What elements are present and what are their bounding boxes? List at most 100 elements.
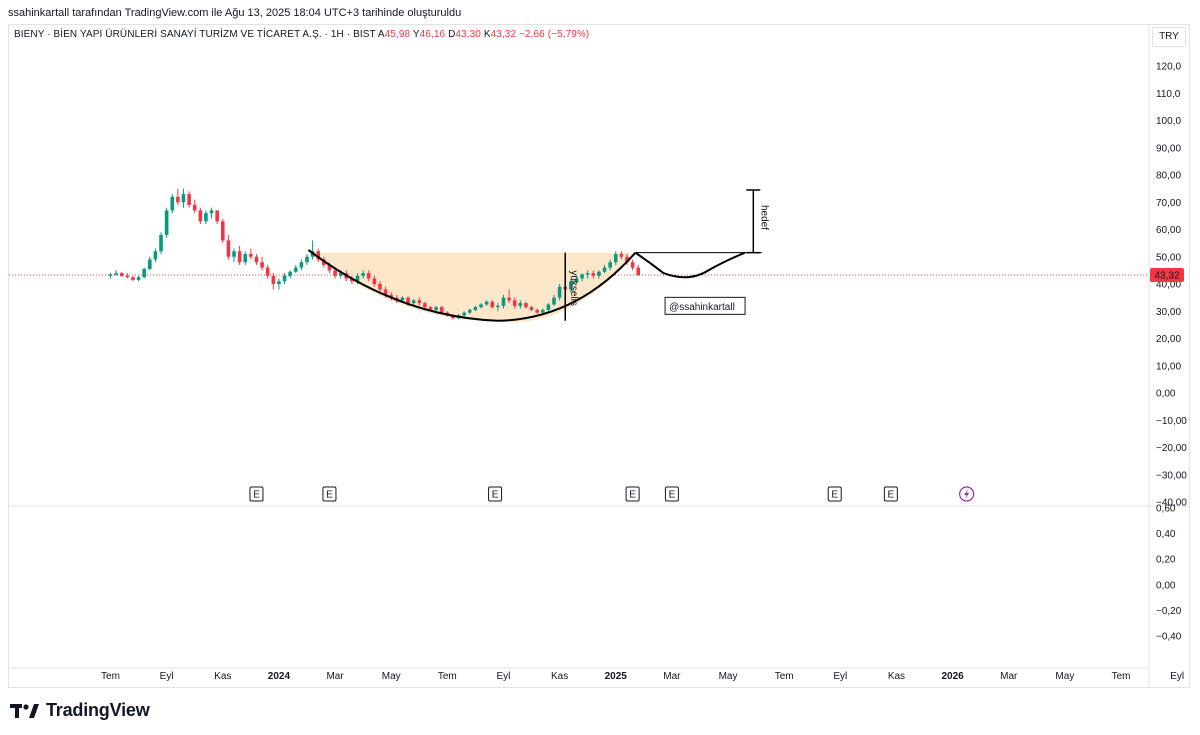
candle-body	[529, 307, 534, 310]
price-tick-label: 30,00	[1156, 307, 1181, 318]
candle-body	[147, 259, 152, 270]
time-tick-label: Mar	[663, 671, 681, 682]
chart-caption: ssahinkartall tarafından TradingView.com…	[8, 7, 462, 19]
candle-body	[282, 275, 287, 282]
price-tick-label: −10,00	[1156, 416, 1187, 427]
time-tick-label: Tem	[1112, 671, 1131, 682]
currency-button[interactable]: TRY	[1152, 27, 1186, 47]
candle-body	[159, 234, 163, 252]
price-tick-label: 20,00	[1156, 334, 1181, 345]
handle-curve	[634, 251, 746, 279]
candle-body	[108, 274, 113, 276]
candle-body	[608, 262, 612, 268]
candle-body	[260, 262, 264, 268]
earnings-event-icon	[322, 486, 337, 502]
candle-body	[439, 307, 444, 313]
tradingview-logo-icon	[10, 703, 39, 718]
candle-body	[625, 256, 629, 263]
candle-body	[305, 256, 309, 263]
candle-body	[164, 210, 169, 235]
time-tick-label: Eyl	[833, 671, 847, 682]
candle-body	[271, 275, 276, 284]
candle-body	[187, 194, 191, 205]
candle-body	[479, 304, 483, 308]
candle-body	[383, 289, 388, 295]
candle-body	[114, 273, 118, 275]
cup-curve	[307, 249, 637, 322]
candle-body	[215, 210, 219, 222]
candle-body	[366, 273, 371, 279]
time-tick-label: Tem	[775, 671, 794, 682]
open-value: 45,98	[384, 29, 411, 40]
time-tick-label: 2026	[941, 671, 964, 682]
candle-body	[361, 273, 365, 276]
price-tick-label: −40,00	[1156, 498, 1187, 509]
indicator-tick-label: 0,20	[1156, 555, 1176, 566]
indicator-tick-label: −0,20	[1156, 606, 1182, 617]
candle-body	[176, 196, 180, 203]
close-label: K	[483, 29, 491, 40]
brand-name: TradingView	[46, 700, 150, 720]
earnings-event-icon	[883, 486, 898, 502]
close-value: 43,32	[490, 29, 517, 40]
time-tick-label: 2025	[605, 671, 628, 682]
candle-body	[484, 301, 489, 305]
watermark-box	[664, 296, 746, 315]
candle-body	[406, 297, 410, 304]
high-label: Y	[412, 29, 420, 40]
candle-body	[552, 297, 556, 305]
candle-body	[119, 273, 124, 276]
candle-body	[462, 312, 466, 316]
time-tick-label: Eyl	[160, 671, 174, 682]
indicator-tick-label: 0,40	[1156, 529, 1176, 540]
candle-body	[518, 303, 523, 306]
candle-body	[192, 204, 197, 211]
candle-body	[597, 271, 601, 276]
candle-body	[136, 277, 141, 280]
candle-body	[243, 254, 248, 263]
candle-body	[299, 262, 304, 268]
price-tick-label: 40,00	[1156, 280, 1181, 291]
candle-body	[417, 300, 422, 304]
price-tick-label: 60,00	[1156, 225, 1181, 236]
candle-body	[630, 262, 635, 268]
indicator-tick-label: −0,40	[1156, 632, 1182, 643]
time-tick-label: Kas	[214, 671, 231, 682]
time-tick-label: Mar	[326, 671, 344, 682]
candle-body	[249, 254, 253, 257]
candle-body	[636, 267, 641, 276]
price-tick-label: 80,00	[1156, 171, 1181, 182]
time-tick-label: Tem	[101, 671, 120, 682]
last-price-tag	[1150, 267, 1184, 282]
candle-body	[355, 275, 360, 282]
candle-body	[501, 297, 506, 306]
candle-body	[181, 194, 186, 203]
earnings-event-icon	[827, 486, 842, 502]
price-tick-label: 90,00	[1156, 143, 1181, 154]
symbol-title[interactable]: BIENY · BİEN YAPI ÜRÜNLERİ SANAYİ TURİZM…	[14, 29, 376, 40]
tradingview-logo[interactable]: TradingView	[10, 700, 150, 721]
indicator-tick-label: 0,00	[1156, 580, 1176, 591]
price-tick-label: 0,00	[1156, 389, 1176, 400]
candle-body	[288, 271, 292, 276]
candle-body	[226, 240, 231, 257]
time-tick-label: Eyl	[497, 671, 511, 682]
earnings-event-icon	[664, 486, 679, 502]
candle-body	[423, 303, 427, 308]
earnings-event-label: E	[492, 490, 499, 501]
price-tick-label: 100,0	[1156, 116, 1181, 127]
candle-body	[540, 309, 545, 313]
candle-body	[378, 284, 382, 290]
candle-body	[411, 300, 416, 304]
candle-body	[338, 273, 343, 276]
candle-body	[428, 307, 433, 310]
candle-body	[316, 251, 321, 260]
candle-body	[535, 309, 539, 313]
time-tick-label: May	[719, 671, 738, 682]
price-tick-label: 10,00	[1156, 361, 1181, 372]
candle-body	[400, 297, 405, 301]
time-tick-label: 2024	[268, 671, 291, 682]
candle-body	[198, 210, 203, 222]
candle-body	[389, 294, 393, 298]
